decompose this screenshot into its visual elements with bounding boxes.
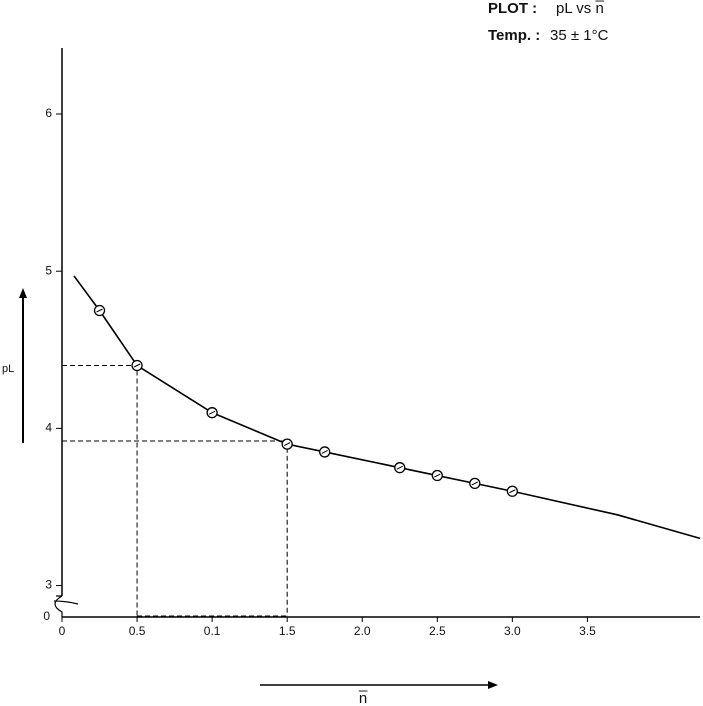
y-origin-label: 0 xyxy=(43,609,50,623)
point-tick xyxy=(321,450,328,454)
guide-line xyxy=(62,365,138,616)
x-tick-label: 0.5 xyxy=(129,624,146,638)
point-tick xyxy=(434,473,441,478)
y-tick-label: 3 xyxy=(45,578,52,592)
y-tick-label: 6 xyxy=(45,106,52,120)
x-tick-label: 3.5 xyxy=(579,624,596,638)
point-tick xyxy=(509,489,516,494)
y-tick-label: 4 xyxy=(45,421,52,435)
x-tick-label: 2.5 xyxy=(429,624,446,638)
x-arrowhead xyxy=(488,681,498,689)
x-tick-label: 0.1 xyxy=(204,624,221,638)
x-axis-label: n̅ xyxy=(358,690,368,706)
y-axis-label: pL xyxy=(2,363,14,375)
x-tick-label: 2.0 xyxy=(354,624,371,638)
subtitle-value: 35 ± 1°C xyxy=(550,27,609,44)
point-tick xyxy=(396,465,403,470)
guide-line xyxy=(62,440,288,616)
subtitle-label: Temp. : xyxy=(488,27,540,44)
curve xyxy=(73,275,701,540)
point-tick xyxy=(471,481,479,486)
x-tick-label: 1.5 xyxy=(279,624,296,638)
point-tick xyxy=(133,363,141,368)
axis-break xyxy=(53,595,79,617)
title-label: PLOT : xyxy=(488,0,537,17)
point-tick xyxy=(96,308,103,313)
point-tick xyxy=(283,442,291,447)
point-tick xyxy=(208,410,216,415)
x-tick-label: 0 xyxy=(59,624,66,638)
title-value: pL vs n̅ xyxy=(556,0,605,17)
y-arrowhead xyxy=(19,288,27,298)
y-tick-label: 5 xyxy=(45,263,52,277)
x-tick-label: 3.0 xyxy=(504,624,521,638)
